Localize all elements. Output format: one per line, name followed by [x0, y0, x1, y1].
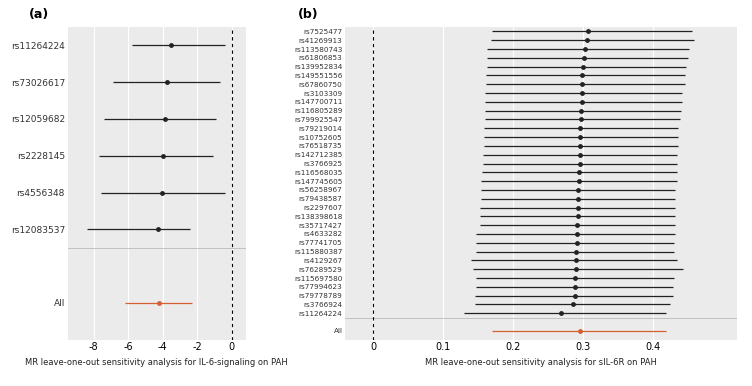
Text: (b): (b)	[299, 8, 319, 21]
Text: (a): (a)	[29, 8, 49, 21]
X-axis label: MR leave-one-out sensitivity analysis for sIL-6R on PAH: MR leave-one-out sensitivity analysis fo…	[425, 358, 657, 367]
X-axis label: MR leave-one-out sensitivity analysis for IL-6-signaling on PAH: MR leave-one-out sensitivity analysis fo…	[26, 358, 288, 367]
